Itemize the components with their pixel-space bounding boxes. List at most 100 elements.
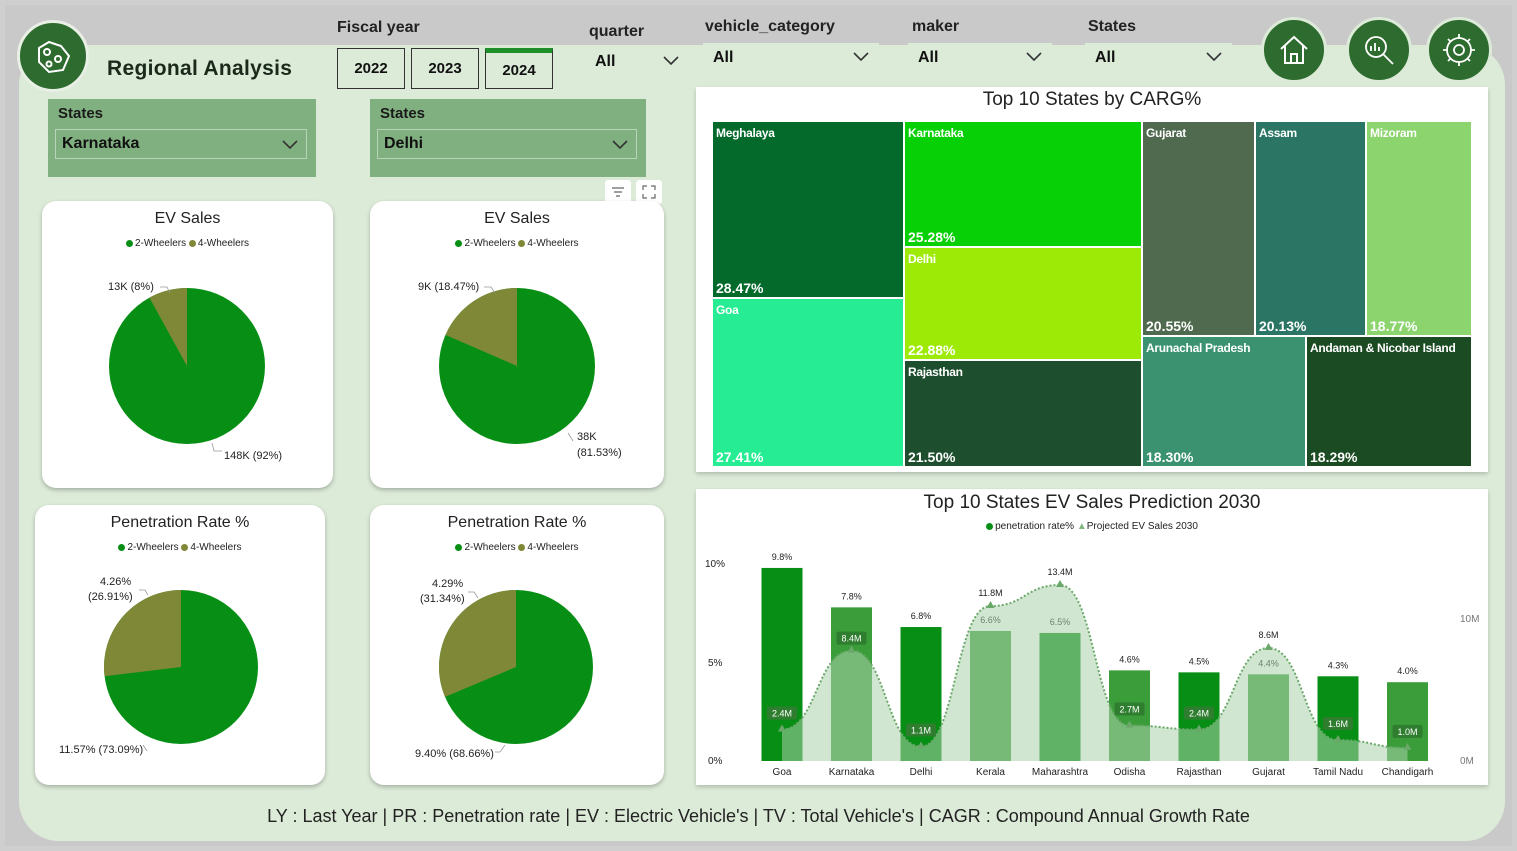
home-icon bbox=[1280, 35, 1308, 64]
legend-4w: 4-Wheelers bbox=[527, 542, 579, 553]
tile-value: 18.29% bbox=[1310, 449, 1358, 465]
chevron-down-icon bbox=[282, 140, 298, 150]
marker-projected-sales[interactable] bbox=[778, 724, 786, 732]
marker-projected-sales[interactable] bbox=[986, 601, 995, 609]
dashboard-canvas: Regional Analysis Fiscal year 2022 2023 … bbox=[5, 5, 1512, 846]
chevron-down-icon bbox=[663, 56, 679, 66]
state-slicer-value: Karnataka bbox=[62, 135, 140, 152]
tile-name: Delhi bbox=[908, 252, 936, 266]
legend-2w: 2-Wheelers bbox=[464, 542, 516, 553]
pie-card-ev-sales-right: EV Sales 2-Wheelers 4-Wheelers 9K (18.47… bbox=[370, 201, 664, 488]
pie-title: Penetration Rate % bbox=[110, 514, 250, 531]
x-tick-label: Delhi bbox=[910, 767, 933, 778]
state-slicer-dropdown[interactable]: Karnataka bbox=[55, 129, 307, 159]
pie-title: EV Sales bbox=[154, 210, 221, 227]
tile-name: Mizoram bbox=[1370, 126, 1417, 140]
area-value-badge bbox=[1184, 706, 1214, 720]
pie-chart bbox=[439, 590, 593, 753]
tile-name: Rajasthan bbox=[908, 365, 963, 379]
pie-slice-4w[interactable] bbox=[104, 590, 181, 677]
tile-name: Andaman & Nicobar Island bbox=[1310, 341, 1456, 355]
maker-dropdown[interactable]: All bbox=[908, 43, 1052, 73]
quarter-label: quarter bbox=[589, 23, 645, 40]
map-pin-logo-icon bbox=[17, 20, 89, 92]
home-button[interactable] bbox=[1261, 17, 1327, 83]
states-value: All bbox=[1095, 49, 1116, 66]
tile-name: Gujarat bbox=[1146, 126, 1186, 140]
vehicle-category-dropdown[interactable]: All bbox=[703, 43, 879, 73]
marker-projected-sales[interactable] bbox=[1334, 734, 1342, 742]
chevron-down-icon bbox=[612, 140, 628, 150]
year-button-2022[interactable]: 2022 bbox=[337, 48, 405, 89]
treemap-tile[interactable]: Assam 20.13% bbox=[1255, 121, 1366, 336]
quarter-dropdown[interactable]: All bbox=[585, 47, 689, 77]
area-value-label: 1.1M bbox=[911, 726, 931, 736]
treemap-tile[interactable]: Karnataka 25.28% bbox=[904, 121, 1142, 247]
chevron-down-icon bbox=[1026, 52, 1042, 62]
treemap-tile[interactable]: Delhi 22.88% bbox=[904, 247, 1142, 360]
x-tick-label: Tamil Nadu bbox=[1313, 767, 1363, 778]
tile-value: 18.30% bbox=[1146, 449, 1194, 465]
legend-4w: 4-Wheelers bbox=[190, 542, 242, 553]
treemap-tile[interactable]: Meghalaya 28.47% bbox=[712, 121, 904, 298]
tile-name: Goa bbox=[716, 303, 739, 317]
pie-slice-4w[interactable] bbox=[445, 288, 517, 366]
filter-icon[interactable] bbox=[605, 180, 631, 204]
area-value-badge bbox=[836, 631, 867, 645]
pie-slice-4w[interactable] bbox=[439, 590, 516, 697]
area-value-badge bbox=[1323, 716, 1353, 730]
x-tick-label: Kerala bbox=[976, 767, 1005, 778]
maker-label: maker bbox=[912, 18, 960, 35]
x-tick-label: Odisha bbox=[1114, 767, 1146, 778]
area-value-label: 2.4M bbox=[1189, 708, 1209, 718]
pie-label-2w: 38K bbox=[577, 431, 597, 443]
area-value-label: 1.0M bbox=[1397, 727, 1417, 737]
state-slicer-value: Delhi bbox=[384, 135, 424, 152]
y-right-tick: 10M bbox=[1460, 614, 1480, 625]
state-slicer-label: States bbox=[58, 105, 104, 122]
treemap-tile[interactable]: Goa 27.41% bbox=[712, 298, 904, 467]
bar-value-label: 7.8% bbox=[841, 591, 862, 601]
area-value-badge bbox=[767, 706, 797, 720]
x-tick-label: Chandigarh bbox=[1382, 767, 1434, 778]
pie-label-4w-pct: (26.91%) bbox=[88, 591, 133, 603]
settings-vehicle-button[interactable] bbox=[1426, 17, 1492, 83]
legend-2w: 2-Wheelers bbox=[464, 238, 516, 249]
area-value-badge bbox=[1392, 724, 1423, 738]
marker-projected-sales[interactable] bbox=[1403, 742, 1412, 750]
pie-slice-4w[interactable] bbox=[149, 288, 187, 366]
area-value-label: 8.6M bbox=[1258, 630, 1278, 640]
states-dropdown[interactable]: All bbox=[1085, 43, 1232, 73]
treemap-tile[interactable]: Rajasthan 21.50% bbox=[904, 360, 1142, 467]
fiscal-year-label: Fiscal year bbox=[337, 19, 420, 36]
treemap-tile[interactable]: Gujarat 20.55% bbox=[1142, 121, 1255, 336]
marker-projected-sales[interactable] bbox=[1125, 720, 1134, 728]
treemap-tile[interactable]: Mizoram 18.77% bbox=[1366, 121, 1472, 336]
pie-chart bbox=[439, 286, 595, 444]
marker-projected-sales[interactable] bbox=[847, 645, 856, 653]
pie-label-2w-pct: (81.53%) bbox=[577, 447, 622, 459]
year-button-2024[interactable]: 2024 bbox=[485, 48, 553, 89]
treemap-card: Top 10 States by CARG% Meghalaya 28.47% G… bbox=[696, 87, 1488, 472]
year-button-2023[interactable]: 2023 bbox=[411, 48, 479, 89]
marker-projected-sales[interactable] bbox=[1056, 580, 1064, 588]
state-slicer-dropdown[interactable]: Delhi bbox=[377, 129, 637, 159]
x-tick-label: Maharashtra bbox=[1032, 767, 1089, 778]
pie-chart bbox=[109, 286, 265, 452]
treemap-tile[interactable]: Andaman & Nicobar Island 18.29% bbox=[1306, 336, 1472, 467]
pie-legend: 2-Wheelers 4-Wheelers bbox=[42, 238, 333, 249]
tile-value: 27.41% bbox=[716, 449, 764, 465]
quarter-value: All bbox=[595, 53, 616, 70]
marker-projected-sales[interactable] bbox=[917, 741, 925, 749]
state-slicer-label: States bbox=[380, 105, 426, 122]
pie-label-2w: 9.40% (68.66%) bbox=[415, 748, 494, 760]
pie-label-2w: 148K (92%) bbox=[224, 450, 283, 462]
focus-mode-icon[interactable] bbox=[636, 180, 662, 204]
analysis-button[interactable] bbox=[1346, 17, 1412, 83]
marker-projected-sales[interactable] bbox=[1264, 643, 1273, 651]
treemap-tile[interactable]: Arunachal Pradesh 18.30% bbox=[1142, 336, 1306, 467]
area-value-label: 8.4M bbox=[841, 634, 861, 644]
pie-label-4w: 13K (8%) bbox=[108, 281, 154, 293]
marker-projected-sales[interactable] bbox=[1195, 724, 1203, 732]
tile-value: 25.28% bbox=[908, 229, 956, 245]
